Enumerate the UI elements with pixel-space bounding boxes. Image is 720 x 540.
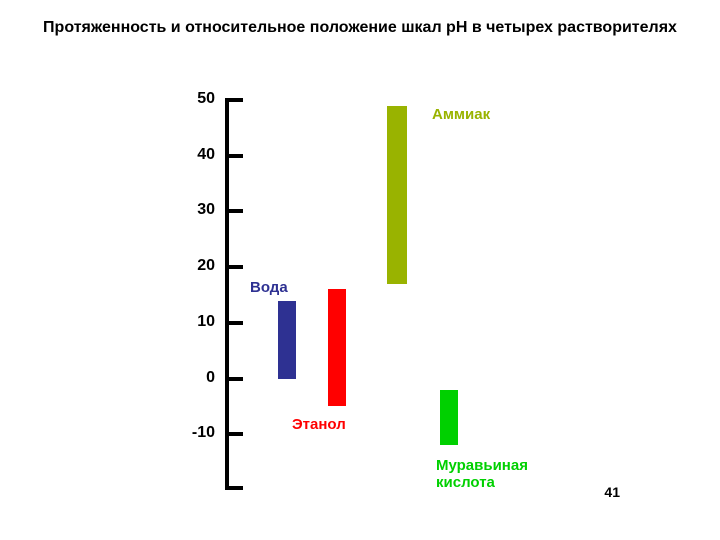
series-label: Вода (250, 279, 288, 296)
y-axis-tick (225, 154, 243, 158)
y-axis-tick-label: 20 (175, 257, 215, 275)
series-bar (440, 390, 458, 446)
y-axis-tick (225, 377, 243, 381)
series-label: Этанол (292, 416, 346, 433)
y-axis-tick-label: 30 (175, 201, 215, 219)
page-number: 41 (604, 484, 620, 500)
y-axis-tick (225, 98, 243, 102)
y-axis-tick (225, 432, 243, 436)
y-axis-tick (225, 265, 243, 269)
series-label: Муравьиная кислота (436, 457, 528, 491)
series-bar (328, 289, 346, 406)
y-axis-tick (225, 321, 243, 325)
chart-title: Протяженность и относительное положение … (0, 18, 720, 38)
y-axis-tick-label: 0 (175, 369, 215, 387)
series-label: Аммиак (432, 106, 490, 123)
y-axis-base-tick (225, 486, 243, 490)
y-axis-tick-label: 40 (175, 146, 215, 164)
y-axis-tick-label: 10 (175, 313, 215, 331)
y-axis-tick-label: -10 (175, 424, 215, 442)
y-axis-tick (225, 209, 243, 213)
series-bar (278, 301, 296, 379)
y-axis-tick-label: 50 (175, 90, 215, 108)
series-bar (387, 106, 407, 284)
